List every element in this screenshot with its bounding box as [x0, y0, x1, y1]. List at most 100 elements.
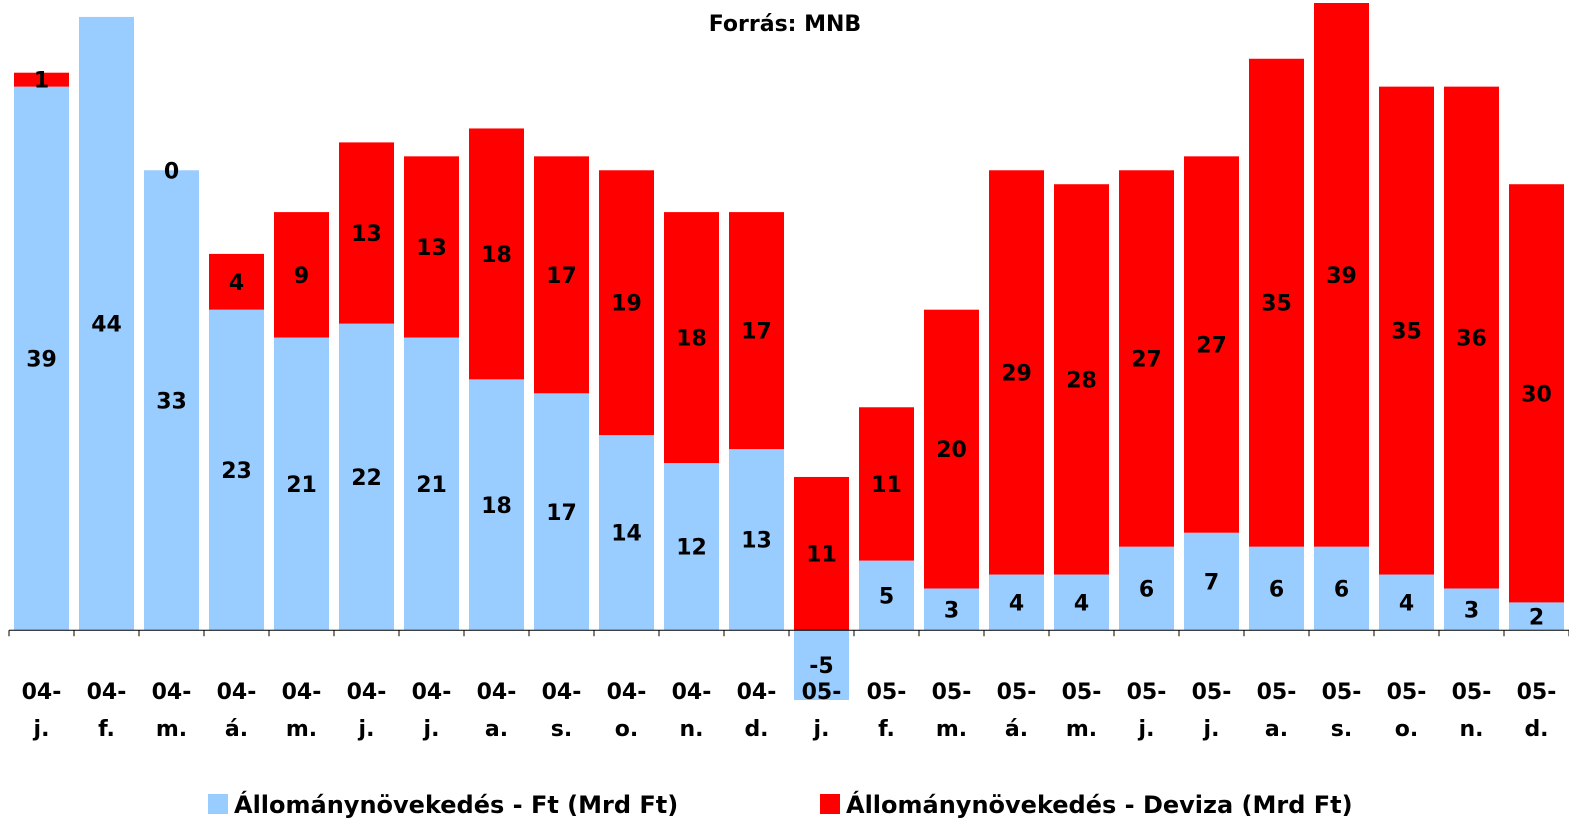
x-tick-label-line: 05-	[1127, 680, 1167, 705]
data-label: 18	[481, 243, 512, 268]
x-tick-label-line: a.	[1265, 717, 1288, 742]
x-tick-label-line: 04-	[282, 680, 322, 705]
data-label: 0	[164, 159, 179, 184]
bar-segment	[1119, 170, 1174, 547]
x-tick-label-line: 05-	[1322, 680, 1362, 705]
x-tick-label-line: s.	[1331, 717, 1352, 742]
bar-segment	[859, 560, 914, 631]
bar-segment	[209, 253, 264, 310]
data-label: 36	[1456, 327, 1487, 352]
x-tick-label-line: 04-	[22, 680, 62, 705]
chart-title: Forrás: MNB	[709, 12, 861, 37]
bar-segment	[1379, 574, 1434, 631]
x-tick-label-line: 04-	[477, 680, 517, 705]
x-tick-label-line: 04-	[217, 680, 257, 705]
x-tick-label: 05- j.	[1192, 680, 1232, 742]
data-label: 21	[286, 473, 317, 498]
x-tick-label: 05- d.	[1517, 680, 1557, 742]
bar-segment	[1509, 602, 1564, 631]
bar-segment	[794, 630, 849, 700]
data-label: 3	[944, 598, 959, 623]
bar-segment	[1249, 546, 1304, 631]
x-tick-label-line: f.	[878, 717, 895, 742]
bar-segment	[664, 463, 719, 631]
x-tick-label-line: j.	[1203, 717, 1220, 742]
data-label: 30	[1521, 382, 1552, 407]
x-tick-label-line: 04-	[672, 680, 712, 705]
data-label: 44	[91, 313, 122, 338]
bar-segment	[1054, 574, 1109, 631]
x-tick-label: 04- j.	[22, 680, 62, 742]
x-tick-label: 04- n.	[672, 680, 712, 742]
x-tick-label: 05- m.	[1062, 680, 1102, 742]
bar-segment	[339, 142, 394, 324]
data-label: 5	[879, 584, 894, 609]
bar-segment	[534, 393, 589, 631]
x-tick-label-line: 05-	[1062, 680, 1102, 705]
x-tick-label: 04- m.	[282, 680, 322, 742]
x-tick-label-line: 05-	[932, 680, 972, 705]
data-label: 27	[1196, 334, 1227, 359]
data-label: 23	[221, 459, 252, 484]
data-label: 3	[1464, 598, 1479, 623]
data-label: 13	[741, 529, 772, 554]
bar-segment	[79, 16, 134, 631]
data-label: 22	[351, 466, 382, 491]
x-tick-label-line: 04-	[87, 680, 127, 705]
data-label: 12	[676, 536, 707, 561]
x-tick-label: 05- s.	[1322, 680, 1362, 742]
data-label: 6	[1334, 577, 1349, 602]
data-label: 4	[1399, 591, 1414, 616]
data-label: 17	[546, 264, 577, 289]
data-label: 19	[611, 292, 642, 317]
data-label: 13	[416, 236, 447, 261]
bar-segment	[989, 170, 1044, 575]
x-tick-label-line: 04-	[412, 680, 452, 705]
data-label: 39	[26, 347, 57, 372]
bar-segment	[469, 128, 524, 380]
x-tick-label: 04- d.	[737, 680, 777, 742]
x-tick-label-line: m.	[1066, 717, 1097, 742]
x-tick-label: 05- o.	[1387, 680, 1427, 742]
x-tick-label: 04- j.	[347, 680, 387, 742]
x-tick-label-line: 05-	[867, 680, 907, 705]
x-tick-label: 04- m.	[152, 680, 192, 742]
x-tick-label-line: 04-	[152, 680, 192, 705]
bar-segment	[924, 309, 979, 589]
bar-segment	[404, 156, 459, 338]
x-tick-label: 05- j.	[1127, 680, 1167, 742]
x-tick-label-line: n.	[679, 717, 703, 742]
bar-segment	[794, 476, 849, 631]
data-label: 9	[294, 264, 309, 289]
data-label: 1	[34, 69, 49, 94]
data-label: 21	[416, 473, 447, 498]
bar-segment	[1314, 3, 1369, 547]
x-tick-label-line: á.	[225, 717, 248, 742]
x-tick-label-line: 05-	[1192, 680, 1232, 705]
bar-segment	[14, 72, 69, 87]
x-tick-label: 04- á.	[217, 680, 257, 742]
x-tick-label: 04- j.	[412, 680, 452, 742]
data-label: -5	[809, 654, 833, 679]
x-tick-label-line: á.	[1005, 717, 1028, 742]
bar-segment	[1054, 184, 1109, 575]
bar-segment	[989, 574, 1044, 631]
data-label: 11	[871, 473, 902, 498]
x-tick-label-line: 05-	[1387, 680, 1427, 705]
x-tick-label-line: 05-	[997, 680, 1037, 705]
x-tick-label: 05- m.	[932, 680, 972, 742]
data-label: 27	[1131, 347, 1162, 372]
bar-segment	[14, 86, 69, 631]
x-tick-label-line: j.	[358, 717, 375, 742]
x-tick-label-line: 04-	[607, 680, 647, 705]
x-tick-label-line: n.	[1459, 717, 1483, 742]
bar-segment	[1249, 58, 1304, 547]
bar-segment	[1444, 86, 1499, 589]
x-tick-label-line: j.	[1138, 717, 1155, 742]
x-tick-label-line: o.	[615, 717, 638, 742]
bar-segment	[469, 379, 524, 631]
x-tick-label-line: 04-	[737, 680, 777, 705]
bar-segment	[339, 323, 394, 631]
x-tick-label-line: 05-	[1452, 680, 1492, 705]
